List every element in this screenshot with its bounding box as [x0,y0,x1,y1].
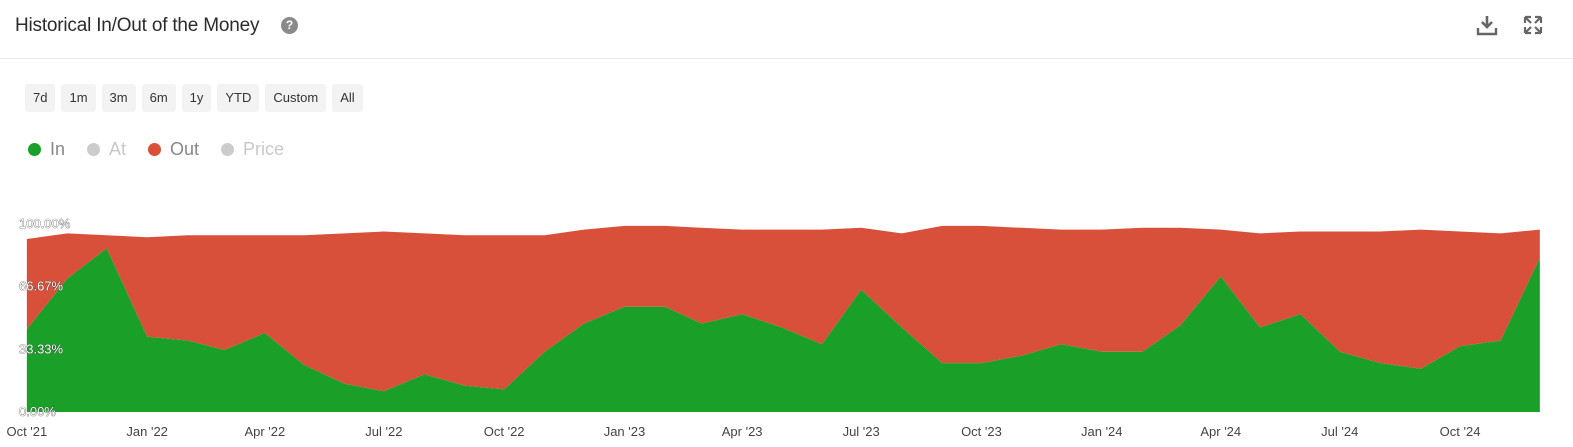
x-tick-label: Jan '22 [126,424,168,439]
download-icon[interactable] [1476,14,1498,36]
chart-title: Historical In/Out of the Money [15,15,260,36]
range-1y-button[interactable]: 1y [181,84,212,112]
legend-dot-at [87,143,101,156]
range-6m-button[interactable]: 6m [141,84,176,112]
series-out-area [26,225,1540,392]
y-tick-label: 33.33% [19,341,64,356]
x-tick-label: Oct '21 [6,424,47,439]
x-tick-label: Jul '24 [1321,424,1358,439]
legend-item-at[interactable]: At [87,139,126,160]
y-tick-label: 66.67% [19,279,64,294]
x-tick-label: Oct '22 [484,424,525,439]
x-tick-label: Apr '22 [244,424,285,439]
y-tick-label: 100.00% [19,216,71,231]
stacked-area-chart: 0.00% 33.33% 66.67% 100.00% Oct '21 Jan '22 Ap… [6,216,1540,439]
legend-item-out[interactable]: Out [148,139,199,160]
x-tick-label: Jul '22 [365,424,402,439]
y-tick-label: 0.00% [19,404,56,419]
x-tick-label: Oct '23 [961,424,1002,439]
range-7d-button[interactable]: 7d [25,84,56,112]
legend-label-in: In [50,139,66,159]
range-custom-button[interactable]: Custom [265,84,327,112]
range-all-button[interactable]: All [332,84,363,112]
x-tick-label: Jul '23 [843,424,880,439]
time-range-selector: 7d 1m 3m 6m 1y YTD Custom All [25,84,363,112]
legend-item-in[interactable]: In [28,139,65,160]
range-3m-button[interactable]: 3m [101,84,136,112]
legend-dot-price [221,143,235,156]
legend-item-price[interactable]: Price [221,139,284,160]
legend-dot-in [28,143,41,156]
legend-label-at: At [109,139,127,159]
legend-label-out: Out [170,139,200,159]
range-1m-button[interactable]: 1m [61,84,96,112]
x-tick-label: Apr '23 [722,424,763,439]
x-tick-label: Jan '24 [1081,424,1123,439]
legend-label-price: Price [243,139,285,159]
chart-header: Historical In/Out of the Money ? [0,0,1573,59]
help-icon[interactable]: ? [281,17,298,34]
expand-icon[interactable] [1522,14,1544,36]
range-ytd-button[interactable]: YTD [217,84,260,112]
chart-legend: In At Out Price [28,139,306,160]
x-tick-label: Oct '24 [1440,424,1481,439]
series-in-area [26,248,1540,412]
legend-dot-out [148,143,162,156]
x-tick-label: Jan '23 [604,424,646,439]
x-tick-label: Apr '24 [1200,424,1241,439]
